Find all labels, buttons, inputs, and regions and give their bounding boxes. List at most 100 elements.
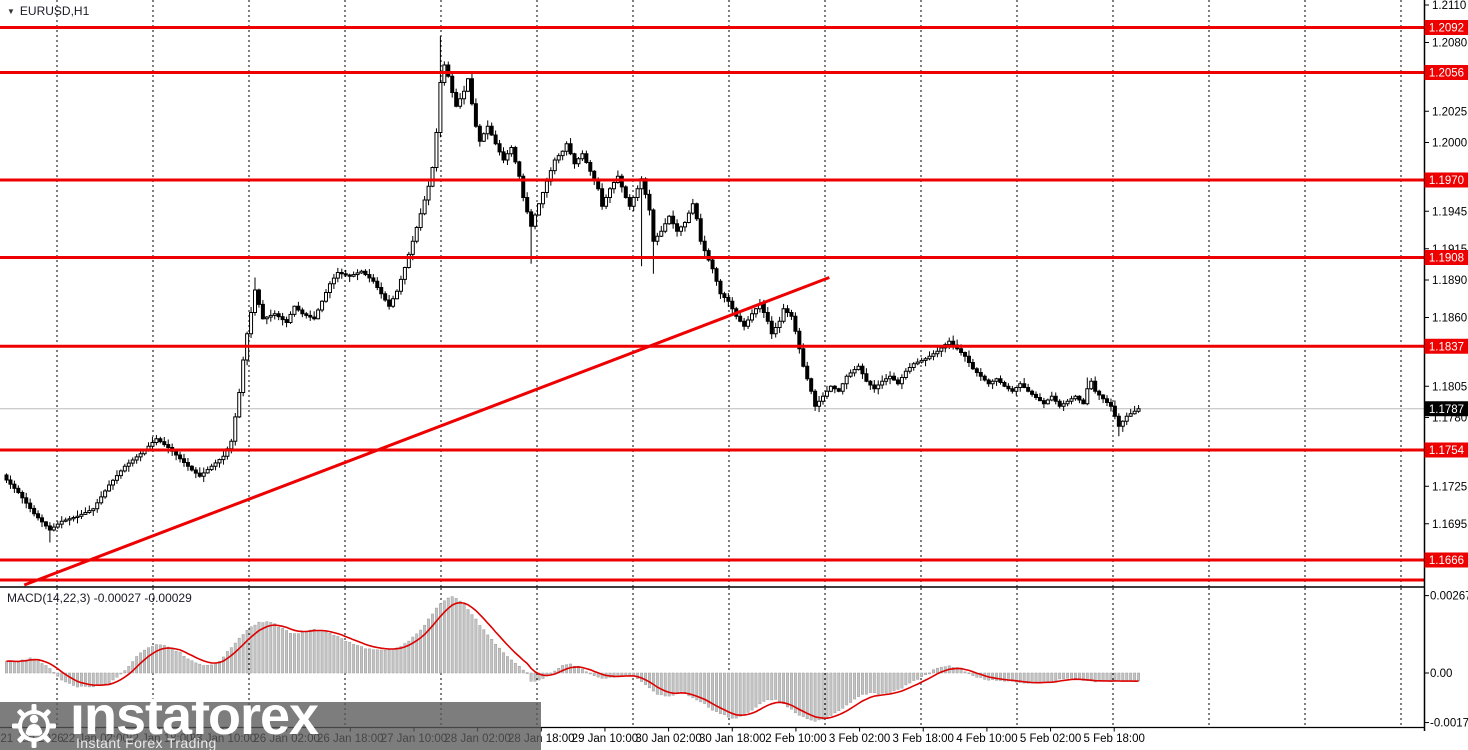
candle-body	[249, 312, 254, 335]
candle-body	[1037, 397, 1042, 402]
price-tick-label: 1.1695	[1432, 519, 1467, 531]
candle-body	[690, 203, 695, 214]
macd-histogram-bar	[876, 672, 880, 695]
macd-histogram-bar	[403, 643, 407, 674]
candle-body	[1053, 395, 1058, 402]
instaforex-watermark: instaforex Instant Forex Trading	[0, 689, 541, 750]
price-tick-label: 1.2080	[1432, 38, 1467, 50]
macd-histogram-bar	[360, 646, 363, 674]
macd-histogram-bar	[959, 668, 963, 674]
price-level-tag	[1424, 172, 1468, 188]
macd-histogram-bar	[797, 672, 801, 716]
candle-body	[485, 125, 490, 135]
candle-body	[525, 197, 530, 213]
candle-body	[698, 218, 703, 242]
macd-histogram-bar	[131, 661, 135, 674]
macd-histogram-bar	[1121, 672, 1125, 682]
price-level-tag-label: 1.1908	[1429, 253, 1464, 265]
macd-histogram-bar	[963, 671, 967, 674]
price-chart-pane[interactable]: ▼ EURUSD,H1	[0, 0, 1424, 587]
macd-histogram-bar	[695, 672, 699, 701]
macd-histogram-bar	[746, 672, 750, 713]
candle-body	[126, 462, 131, 467]
candle-body	[288, 313, 293, 323]
macd-histogram-bar	[904, 672, 908, 686]
macd-histogram-bar	[371, 649, 375, 674]
candle-body	[24, 497, 29, 504]
macd-histogram-bar	[107, 672, 111, 684]
candle-body	[840, 383, 845, 392]
macd-histogram-bar	[778, 672, 782, 702]
macd-histogram-bar	[683, 672, 687, 695]
current-price-tag-label: 1.1787	[1429, 404, 1464, 416]
macd-histogram-bar	[269, 622, 273, 674]
macd-histogram-bar	[1117, 672, 1121, 682]
macd-histogram-bar	[450, 596, 454, 674]
macd-histogram-bar	[1129, 672, 1133, 682]
macd-histogram-bar	[750, 672, 754, 711]
candle-body	[150, 442, 155, 447]
candle-body	[722, 293, 727, 298]
candle-body	[221, 455, 226, 461]
candle-body	[623, 186, 628, 198]
price-tick-label: 1.1780	[1432, 413, 1467, 425]
macd-histogram-bar	[687, 672, 691, 697]
macd-histogram-bar	[561, 665, 565, 674]
macd-histogram-bar	[667, 672, 671, 697]
candle-body	[540, 192, 545, 205]
candle-body	[813, 390, 818, 407]
macd-histogram-bar	[813, 672, 817, 722]
macd-histogram-bar	[135, 656, 139, 674]
macd-histogram-bar	[864, 672, 868, 695]
candle-body	[974, 368, 979, 373]
macd-histogram-bar	[210, 664, 214, 674]
candle-body	[872, 384, 877, 390]
macd-histogram-bar	[1133, 672, 1137, 682]
candle-body	[55, 523, 60, 528]
candle-body	[773, 327, 778, 335]
macd-histogram-bar	[103, 672, 107, 685]
macd-histogram-bar	[928, 672, 931, 675]
candle-body	[477, 125, 482, 142]
macd-histogram-bar	[356, 645, 360, 674]
macd-histogram-bar	[790, 672, 793, 710]
candle-body	[343, 273, 348, 276]
price-level-tag-label: 1.1837	[1429, 341, 1464, 353]
macd-histogram-bar	[111, 672, 115, 681]
candle-body	[911, 363, 916, 368]
macd-histogram-bar	[5, 660, 8, 674]
candle-body	[182, 458, 187, 463]
candle-body	[809, 378, 814, 392]
macd-histogram-bar	[64, 672, 68, 683]
candle-body	[868, 380, 873, 386]
macd-histogram-bar	[529, 672, 533, 682]
macd-histogram-bar	[734, 672, 738, 719]
candle-body	[970, 362, 975, 370]
macd-histogram-bar	[194, 662, 198, 674]
candle-body	[87, 510, 92, 513]
price-tick-label: 1.2025	[1432, 106, 1467, 118]
macd-histogram-bar	[932, 669, 935, 674]
macd-histogram-bar	[722, 672, 726, 715]
macd-signal-line	[6, 601, 1139, 720]
candle-body	[686, 212, 691, 223]
macd-histogram-bar	[1070, 672, 1073, 679]
candle-body	[426, 185, 431, 201]
macd-histogram-bar	[1058, 672, 1062, 680]
macd-histogram-bar	[517, 666, 521, 674]
macd-histogram-bar	[924, 672, 928, 676]
macd-histogram-bar	[833, 672, 837, 714]
macd-histogram-bar	[482, 629, 486, 674]
time-label: 5 Feb 02:00	[1020, 733, 1081, 745]
macd-histogram-bar	[1026, 672, 1030, 684]
candle-body	[1132, 410, 1137, 415]
watermark-brand: instaforex	[70, 685, 319, 746]
macd-histogram-bar	[229, 647, 233, 674]
candle-body	[556, 155, 561, 161]
price-level-tag	[1424, 250, 1468, 265]
macd-histogram-bar	[198, 663, 202, 674]
macd-histogram-bar	[115, 672, 119, 678]
candle-body	[1045, 399, 1050, 405]
candle-body	[805, 365, 810, 380]
